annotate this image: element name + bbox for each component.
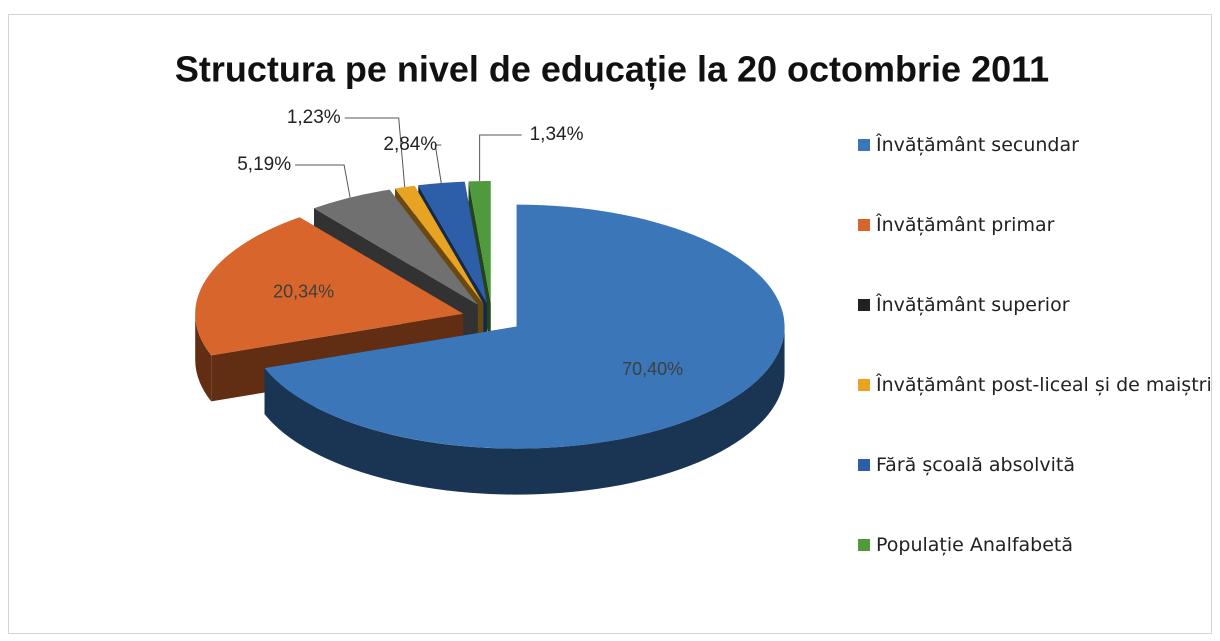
legend-item: Învățământ primar [858,210,1218,240]
legend-label: Învățământ superior [876,294,1070,316]
data-label: 70,40% [622,359,683,379]
data-label: 2,84% [383,134,437,155]
slice-top [264,204,785,449]
legend-label: Populație Analfabetă [876,534,1074,556]
slice-top [195,217,464,356]
legend-label: Învățământ primar [876,214,1055,236]
legend-item: Populație Analfabetă [858,530,1218,560]
slice-wall [264,326,785,495]
leader-line [344,117,406,188]
legend-item: Învățământ superior [858,290,1218,320]
slice-top [313,189,478,305]
legend-item: Fără școală absolvită [858,450,1218,480]
data-label: 20,34% [273,281,334,301]
slice-wall [195,313,212,402]
data-label: 1,34% [530,124,584,145]
leader-line [434,144,442,184]
legend-label: Fără școală absolvită [876,454,1076,476]
legend-swatch [858,379,870,391]
legend-item: Învățământ post-liceal și de maiștri [858,370,1218,400]
slice-top [468,181,491,304]
leader-line [295,164,351,198]
legend-swatch [858,139,870,151]
data-label: 5,19% [237,154,291,175]
leader-line [479,134,522,182]
slice-top [418,181,487,304]
chart-frame [8,14,1212,634]
slice-top [394,185,484,304]
legend-swatch [858,459,870,471]
legend-swatch [858,299,870,311]
legend-swatch [858,219,870,231]
chart-title: Structura pe nivel de educație la 20 oct… [175,49,1049,91]
slice [264,204,785,495]
legend-label: Învățământ secundar [876,134,1079,156]
data-label: 1,23% [287,107,341,128]
legend-item: Învățământ secundar [858,130,1218,160]
legend-label: Învățământ post-liceal și de maiștri [876,374,1212,396]
legend-swatch [858,539,870,551]
